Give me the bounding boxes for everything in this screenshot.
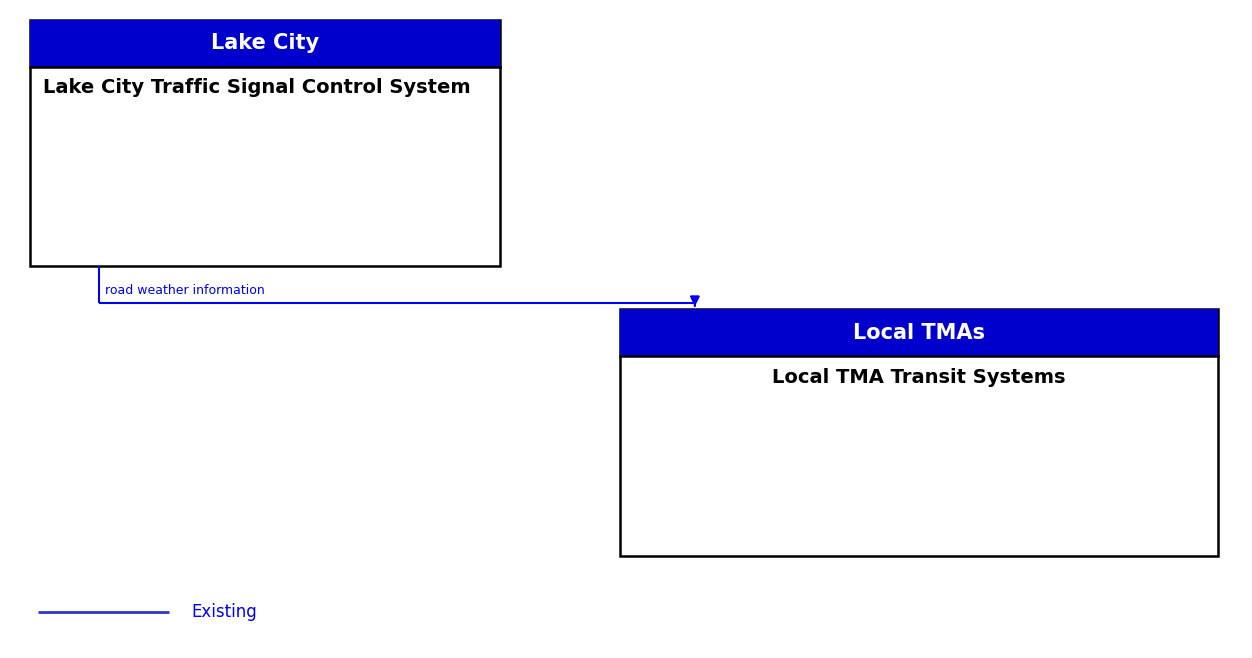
- Text: Lake City: Lake City: [210, 33, 319, 53]
- Text: Lake City Traffic Signal Control System: Lake City Traffic Signal Control System: [43, 78, 471, 97]
- Bar: [620, 309, 1218, 356]
- Text: Local TMAs: Local TMAs: [853, 322, 985, 343]
- Text: Local TMA Transit Systems: Local TMA Transit Systems: [772, 368, 1065, 387]
- Text: Existing: Existing: [192, 603, 258, 621]
- Bar: [30, 20, 500, 266]
- Text: road weather information: road weather information: [105, 284, 265, 297]
- Bar: [620, 309, 1218, 556]
- Bar: [30, 20, 500, 66]
